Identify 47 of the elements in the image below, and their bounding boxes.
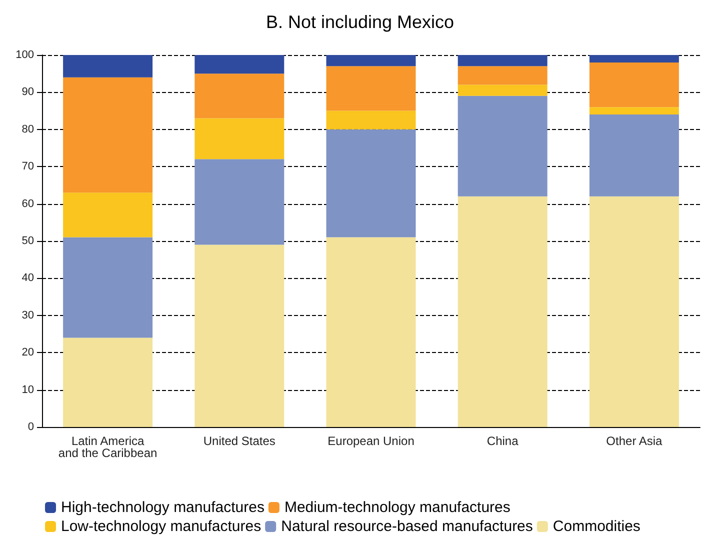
bar — [326, 55, 416, 66]
bar — [589, 55, 679, 62]
bar — [63, 77, 153, 193]
x-tick-label: Latin America and the Caribbean — [58, 434, 158, 460]
bar — [63, 237, 153, 338]
bar — [63, 192, 153, 238]
legend-label: Commodities — [552, 518, 640, 535]
legend-label: High-technology manufactures — [61, 499, 264, 516]
bar — [194, 55, 284, 74]
legend-label: Low-technology manufactures — [61, 518, 262, 535]
chart-title: B. Not including Mexico — [266, 12, 454, 32]
bar — [589, 114, 679, 196]
bar — [589, 107, 679, 115]
bar — [194, 159, 284, 245]
y-tick-label: 60 — [22, 198, 34, 210]
bar — [194, 118, 284, 160]
x-tick-label: China — [486, 434, 519, 448]
x-tick-label: European Union — [328, 434, 414, 448]
bar — [458, 96, 548, 196]
y-tick-label: 80 — [22, 123, 34, 136]
bar — [194, 74, 284, 118]
y-tick-label: 50 — [22, 235, 34, 247]
y-tick-label: 30 — [22, 309, 34, 322]
y-tick-label: 40 — [22, 272, 34, 284]
bar — [63, 338, 153, 427]
legend-label: Medium-technology manufactures — [284, 499, 510, 516]
bar — [326, 110, 416, 130]
y-tick-label: 20 — [22, 346, 34, 359]
bar — [326, 237, 416, 427]
bar — [326, 129, 416, 238]
bar — [589, 196, 679, 427]
bar — [458, 84, 548, 96]
legend-label: Natural resource-based manufactures — [281, 518, 533, 535]
bar — [458, 196, 548, 427]
bar — [458, 55, 548, 66]
bar — [326, 66, 416, 111]
y-tick-label: 100 — [16, 49, 34, 61]
bar — [63, 55, 153, 78]
bar — [458, 66, 548, 85]
y-tick-label: 0 — [28, 421, 34, 433]
y-tick-label: 70 — [22, 160, 34, 173]
x-tick-label: Other Asia — [606, 434, 663, 448]
bar — [589, 62, 679, 108]
y-tick-label: 10 — [22, 384, 34, 396]
bar — [194, 244, 284, 427]
x-tick-label: United States — [203, 434, 276, 448]
y-tick-label: 90 — [22, 86, 34, 98]
